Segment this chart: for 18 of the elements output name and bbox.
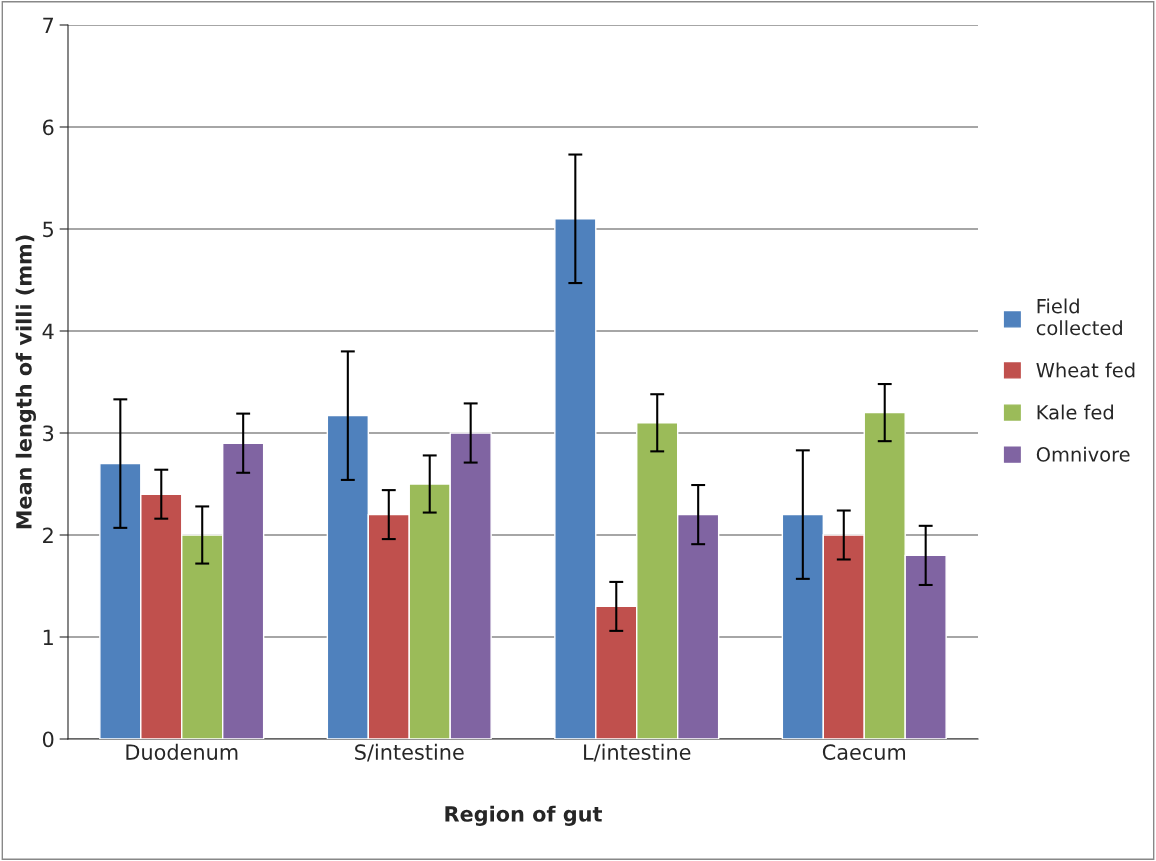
x-tick-label: Caecum <box>822 744 906 760</box>
x-tick-label: Duodenum <box>126 743 238 760</box>
y-axis-title: Mean length of villi (mm) <box>15 235 36 529</box>
y-tick-label: 5 <box>43 221 53 238</box>
x-tick-label: S/intestine <box>355 743 464 762</box>
y-tick-label: 6 <box>43 119 54 136</box>
legend-label: Wheat fed <box>1036 362 1135 378</box>
y-tick-label: 4 <box>42 323 54 339</box>
y-tick-label: 7 <box>43 17 54 33</box>
y-tick-label: 1 <box>43 629 53 645</box>
y-tick-label: 2 <box>43 527 53 543</box>
y-tick-label: 0 <box>42 731 54 748</box>
legend-label: Field collected <box>1036 298 1122 336</box>
x-tick-label: L/intestine <box>584 743 691 762</box>
legend-label: Omnivore <box>1036 446 1130 462</box>
legend-label: Kale fed <box>1037 404 1113 420</box>
x-axis-title: Region of gut <box>445 805 602 827</box>
y-tick-label: 3 <box>43 425 54 442</box>
